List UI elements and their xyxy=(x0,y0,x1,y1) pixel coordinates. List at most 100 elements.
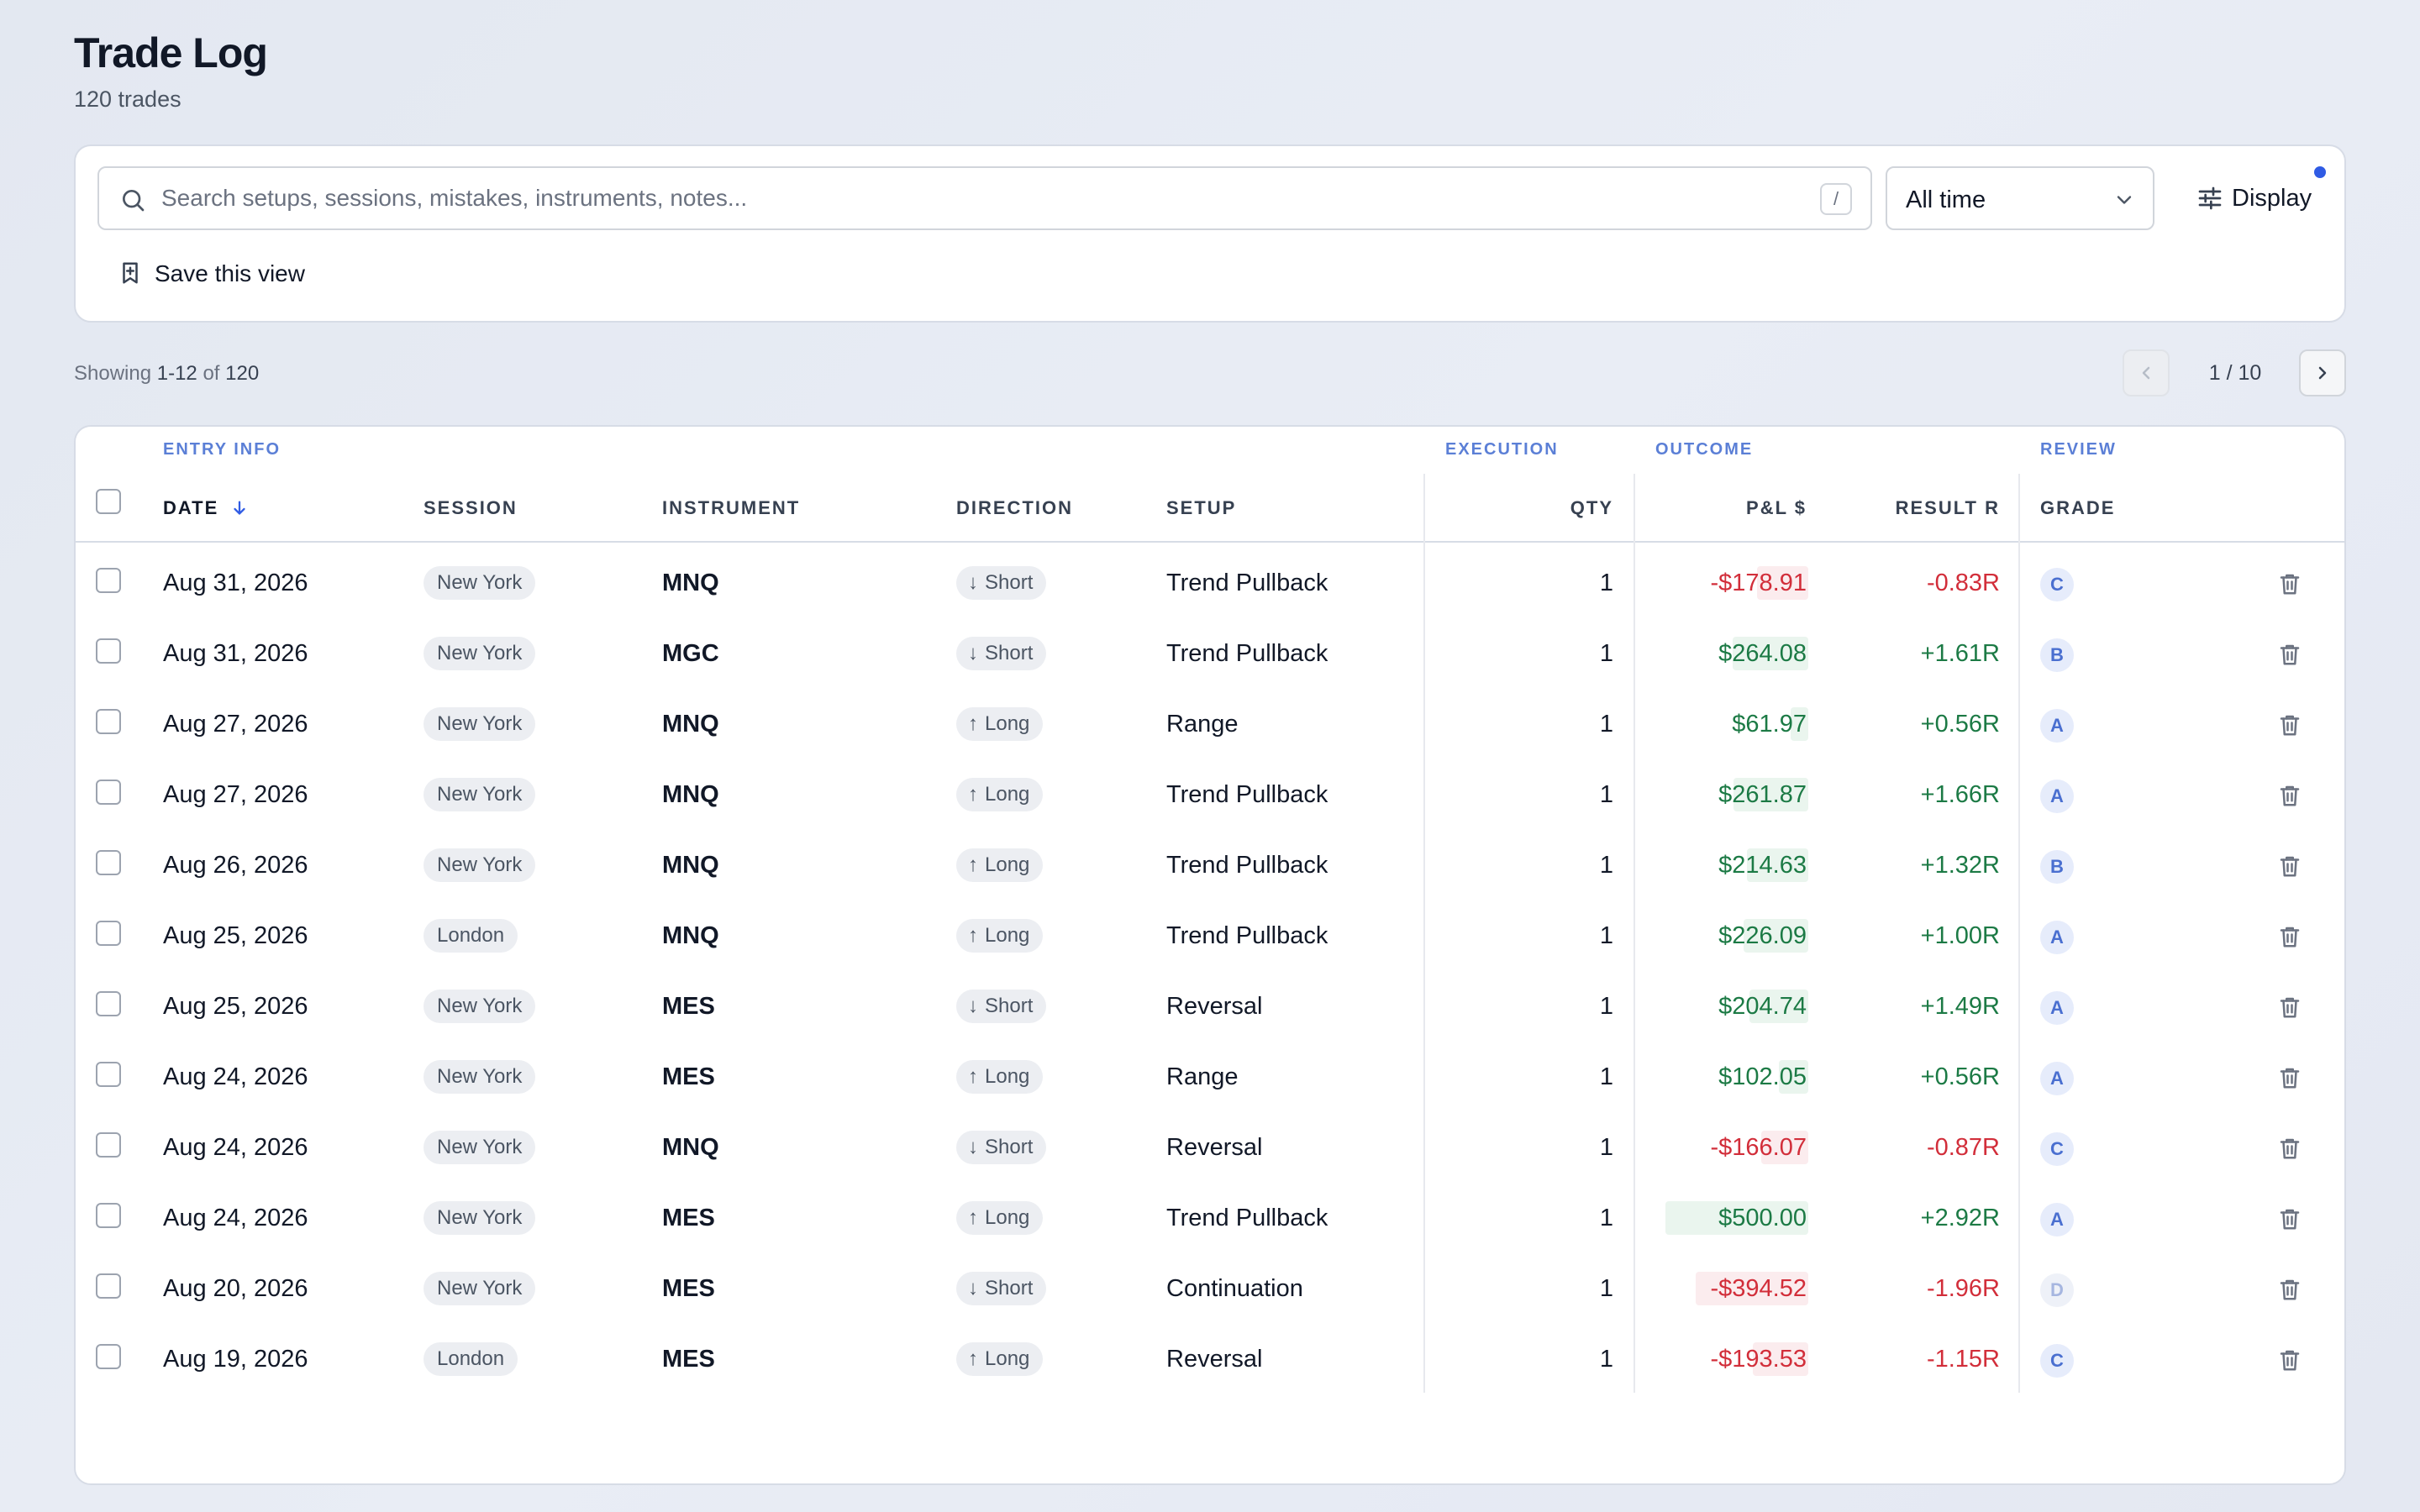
select-all-checkbox[interactable] xyxy=(96,489,121,514)
trash-icon[interactable] xyxy=(2277,995,2302,1020)
table-row[interactable]: Aug 19, 2026 London MES ↑ Long Reversal 1… xyxy=(76,1326,2344,1396)
display-button-label: Display xyxy=(2232,185,2312,212)
direction-badge: ↓ Short xyxy=(956,990,1047,1023)
column-result[interactable]: RESULT R xyxy=(1895,497,2000,518)
results-summary: Showing 1-12 of 120 xyxy=(74,362,260,385)
trash-icon[interactable] xyxy=(2277,1277,2302,1302)
column-date[interactable]: DATE xyxy=(163,497,249,519)
grade-badge: A xyxy=(2040,709,2074,743)
quantity: 1 xyxy=(1599,711,1613,738)
session-tag: New York xyxy=(424,1201,536,1235)
table-row[interactable]: Aug 20, 2026 New York MES ↓ Short Continu… xyxy=(76,1255,2344,1326)
direction-badge: ↑ Long xyxy=(956,848,1044,882)
pnl-magnitude-bar xyxy=(1747,848,1808,882)
quantity: 1 xyxy=(1599,922,1613,949)
result-r: -0.83R xyxy=(1926,570,2000,596)
setup: Trend Pullback xyxy=(1166,781,1328,808)
trade-date: Aug 31, 2026 xyxy=(163,570,308,596)
trash-icon[interactable] xyxy=(2277,1347,2302,1373)
column-instrument[interactable]: INSTRUMENT xyxy=(662,497,801,518)
time-range-select[interactable]: All time xyxy=(1886,166,2154,230)
result-r: -0.87R xyxy=(1926,1134,2000,1161)
column-qty[interactable]: QTY xyxy=(1570,497,1613,518)
direction-badge: ↑ Long xyxy=(956,919,1044,953)
setup: Trend Pullback xyxy=(1166,1205,1328,1231)
trash-icon[interactable] xyxy=(2277,924,2302,949)
quantity: 1 xyxy=(1599,1134,1613,1161)
grade-badge: B xyxy=(2040,850,2074,884)
arrow-down-icon xyxy=(234,501,246,515)
column-session[interactable]: SESSION xyxy=(424,497,518,518)
trash-icon[interactable] xyxy=(2277,853,2302,879)
row-checkbox[interactable] xyxy=(96,568,121,593)
trash-icon[interactable] xyxy=(2277,712,2302,738)
table-row[interactable]: Aug 31, 2026 New York MNQ ↓ Short Trend P… xyxy=(76,549,2344,620)
trade-date: Aug 27, 2026 xyxy=(163,781,308,808)
row-checkbox[interactable] xyxy=(96,1062,121,1087)
row-checkbox[interactable] xyxy=(96,921,121,946)
trash-icon[interactable] xyxy=(2277,642,2302,667)
next-page-button[interactable] xyxy=(2299,349,2346,396)
setup: Reversal xyxy=(1166,993,1263,1020)
page-title: Trade Log xyxy=(74,29,268,76)
table-row[interactable]: Aug 27, 2026 New York MNQ ↑ Long Range 1 … xyxy=(76,690,2344,761)
table-row[interactable]: Aug 25, 2026 London MNQ ↑ Long Trend Pull… xyxy=(76,902,2344,973)
table-row[interactable]: Aug 24, 2026 New York MES ↑ Long Trend Pu… xyxy=(76,1184,2344,1255)
result-r: -1.15R xyxy=(1926,1346,2000,1373)
pnl-magnitude-bar xyxy=(1749,990,1808,1023)
trash-icon[interactable] xyxy=(2277,571,2302,596)
pnl-value: -$166.07 xyxy=(1710,1134,1807,1161)
pnl-value: -$178.91 xyxy=(1710,570,1807,596)
trade-date: Aug 27, 2026 xyxy=(163,711,308,738)
pnl-magnitude-bar xyxy=(1761,1131,1808,1164)
trash-icon[interactable] xyxy=(2277,1206,2302,1231)
trade-date: Aug 25, 2026 xyxy=(163,993,308,1020)
direction-badge: ↑ Long xyxy=(956,1060,1044,1094)
table-row[interactable]: Aug 24, 2026 New York MNQ ↓ Short Reversa… xyxy=(76,1114,2344,1184)
column-direction[interactable]: DIRECTION xyxy=(956,497,1073,518)
grade-badge: A xyxy=(2040,1203,2074,1236)
row-checkbox[interactable] xyxy=(96,1273,121,1299)
chevron-right-icon xyxy=(2318,366,2327,380)
quantity: 1 xyxy=(1599,993,1613,1020)
quantity: 1 xyxy=(1599,570,1613,596)
quantity: 1 xyxy=(1599,852,1613,879)
session-tag: New York xyxy=(424,637,536,670)
trash-icon[interactable] xyxy=(2277,1136,2302,1161)
setup: Range xyxy=(1166,1063,1239,1090)
direction-badge: ↑ Long xyxy=(956,707,1044,741)
result-r: +1.61R xyxy=(1920,640,2000,667)
table-row[interactable]: Aug 25, 2026 New York MES ↓ Short Reversa… xyxy=(76,973,2344,1043)
quantity: 1 xyxy=(1599,1275,1613,1302)
search-box[interactable]: / xyxy=(97,166,1872,230)
row-checkbox[interactable] xyxy=(96,638,121,664)
pnl-value: -$394.52 xyxy=(1710,1275,1807,1302)
pnl-value: -$193.53 xyxy=(1710,1346,1807,1373)
row-checkbox[interactable] xyxy=(96,780,121,805)
arrow-up-icon: ↑ xyxy=(968,783,978,806)
row-checkbox[interactable] xyxy=(96,709,121,734)
display-button[interactable]: Display xyxy=(2185,166,2336,230)
table-row[interactable]: Aug 24, 2026 New York MES ↑ Long Range 1 … xyxy=(76,1043,2344,1114)
column-pnl[interactable]: P&L $ xyxy=(1746,497,1807,518)
group-divider xyxy=(1423,474,1425,1393)
row-checkbox[interactable] xyxy=(96,991,121,1016)
search-input[interactable] xyxy=(161,175,1791,222)
trade-date: Aug 19, 2026 xyxy=(163,1346,308,1373)
row-checkbox[interactable] xyxy=(96,1132,121,1158)
table-row[interactable]: Aug 31, 2026 New York MGC ↓ Short Trend P… xyxy=(76,620,2344,690)
row-checkbox[interactable] xyxy=(96,850,121,875)
previous-page-button[interactable] xyxy=(2123,349,2170,396)
column-grade[interactable]: GRADE xyxy=(2040,497,2116,518)
row-checkbox[interactable] xyxy=(96,1344,121,1369)
table-row[interactable]: Aug 27, 2026 New York MNQ ↑ Long Trend Pu… xyxy=(76,761,2344,832)
column-setup[interactable]: SETUP xyxy=(1166,497,1237,518)
result-r: +2.92R xyxy=(1920,1205,2000,1231)
row-checkbox[interactable] xyxy=(96,1203,121,1228)
setup: Trend Pullback xyxy=(1166,570,1328,596)
trash-icon[interactable] xyxy=(2277,1065,2302,1090)
table-row[interactable]: Aug 26, 2026 New York MNQ ↑ Long Trend Pu… xyxy=(76,832,2344,902)
session-tag: London xyxy=(424,1342,518,1376)
trash-icon[interactable] xyxy=(2277,783,2302,808)
pnl-magnitude-bar xyxy=(1744,919,1808,953)
